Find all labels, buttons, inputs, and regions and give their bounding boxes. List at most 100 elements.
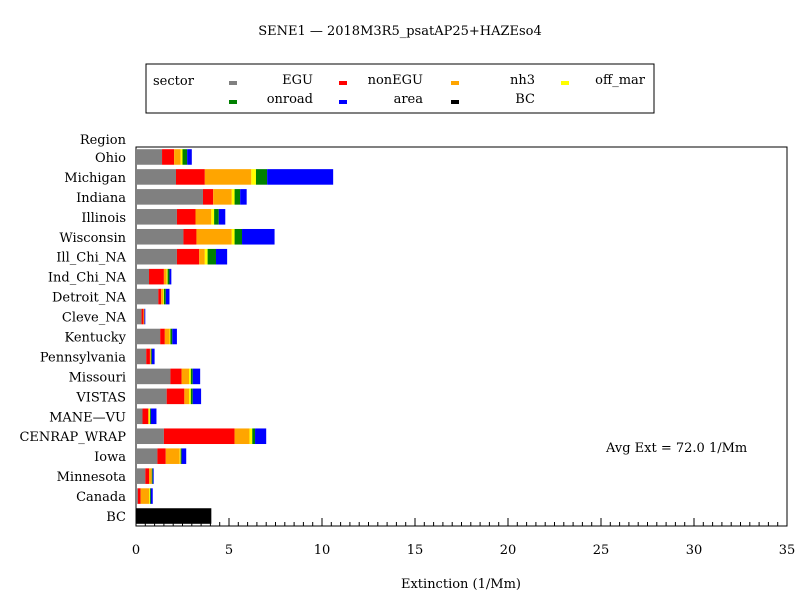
bar-ohio-egu <box>136 149 163 165</box>
bar-missouri-off-mar <box>189 368 191 385</box>
bar-kentucky-nonegu <box>160 328 165 345</box>
bar-vistas-off-mar <box>189 388 191 405</box>
bar-cleve-na-nonegu <box>141 308 144 325</box>
y-axis-label: Region <box>80 133 127 148</box>
bar-iowa-onroad <box>180 448 182 464</box>
bar-cenrap-wrap-area <box>255 428 267 445</box>
bar-missouri-nh3 <box>181 368 190 385</box>
bar-vistas-nonegu <box>166 388 185 405</box>
bar-cleve-na-nh3 <box>143 308 145 325</box>
bar-cenrap-wrap-off-mar <box>249 428 253 445</box>
bar-ill-chi-na-area <box>215 248 228 265</box>
y-tick-label: Minnesota <box>57 470 127 485</box>
bar-minnesota-nh3 <box>149 468 152 484</box>
bar-ill-chi-na-onroad <box>207 248 216 265</box>
bar-iowa-egu <box>136 448 158 464</box>
x-tick-label: 5 <box>225 543 233 558</box>
bar-ind-chi-na-off-mar <box>166 268 168 285</box>
bar-michigan-egu <box>136 169 176 185</box>
bar-kentucky-area <box>172 328 177 345</box>
x-tick-label: 30 <box>686 543 703 558</box>
x-tick-label: 20 <box>500 543 517 558</box>
avg-ext-annotation: Avg Ext = 72.0 1/Mm <box>605 441 747 456</box>
bar-mane-vu-area <box>150 408 157 425</box>
legend-label-off-mar: off_mar <box>595 73 646 88</box>
y-tick-label: Wisconsin <box>59 231 126 246</box>
x-tick-label: 10 <box>314 543 331 558</box>
bar-mane-vu-egu <box>136 408 143 425</box>
y-tick-label: Detroit_NA <box>52 291 127 306</box>
legend-label-nh3: nh3 <box>510 73 535 88</box>
bar-wisconsin-nonegu <box>183 228 197 245</box>
bar-pennsylvania-nonegu <box>146 348 150 365</box>
bar-ohio-nonegu <box>162 149 175 165</box>
bar-vistas-nh3 <box>184 388 190 405</box>
legend-swatch-bc <box>451 100 459 104</box>
bar-illinois-off-mar <box>211 209 215 225</box>
bar-pennsylvania-area <box>151 348 155 365</box>
bar-iowa-area <box>181 448 187 464</box>
bar-mane-vu-nh3 <box>148 408 150 425</box>
y-tick-label: MANE—VU <box>49 410 126 425</box>
bar-vistas-onroad <box>190 388 193 405</box>
y-tick-label: BC <box>106 510 126 525</box>
bar-pennsylvania-egu <box>136 348 147 365</box>
y-tick-label: CENRAP_WRAP <box>19 430 126 445</box>
bar-pennsylvania-nh3 <box>149 348 151 365</box>
bar-cleve-na-egu <box>136 308 142 325</box>
y-tick-label: Missouri <box>69 370 126 385</box>
x-tick-label: 15 <box>407 543 424 558</box>
bar-pennsylvania-onroad <box>150 348 152 365</box>
bar-ill-chi-na-egu <box>136 248 177 265</box>
bar-michigan-nonegu <box>175 169 205 185</box>
y-tick-label: Illinois <box>81 211 126 226</box>
legend-box <box>145 63 655 114</box>
bar-indiana-onroad <box>234 189 241 205</box>
y-tick-label: Kentucky <box>64 331 126 346</box>
bar-indiana-nh3 <box>213 189 232 205</box>
bar-vistas-egu <box>136 388 167 405</box>
bar-cenrap-wrap-onroad <box>252 428 256 445</box>
bar-detroit-na-onroad <box>163 288 166 305</box>
bar-missouri-egu <box>136 368 171 385</box>
bar-canada-nonegu <box>137 488 141 504</box>
bar-detroit-na-egu <box>136 288 159 305</box>
bar-mane-vu-onroad <box>149 408 151 425</box>
bar-detroit-na-area <box>165 288 170 305</box>
legend-label-area: area <box>394 92 424 107</box>
bar-minnesota-nonegu <box>145 468 150 484</box>
bar-ill-chi-na-nh3 <box>199 248 205 265</box>
bar-indiana-nonegu <box>202 189 214 205</box>
x-tick-label: 35 <box>779 543 796 558</box>
bar-indiana-area <box>240 189 247 205</box>
bar-kentucky-nh3 <box>164 328 170 345</box>
bar-missouri-area <box>192 368 201 385</box>
bar-ohio-off-mar <box>180 149 183 165</box>
bar-canada-area <box>150 488 153 504</box>
bar-ohio-nh3 <box>174 149 181 165</box>
bar-michigan-off-mar <box>251 169 256 185</box>
plot-area: Ohio Michigan Indiana Illinois Wisconsin Ill_… <box>19 146 796 558</box>
y-tick-label: Ill_Chi_NA <box>56 251 126 266</box>
y-tick-label: Cleve_NA <box>62 311 127 326</box>
bar-michigan-area <box>267 169 334 185</box>
y-tick-label: Indiana <box>76 191 126 206</box>
bar-ind-chi-na-area <box>169 268 172 285</box>
bar-detroit-na-nonegu <box>158 288 162 305</box>
bar-indiana-egu <box>136 189 203 205</box>
bar-ill-chi-na-nonegu <box>176 248 200 265</box>
legend-label-egu: EGU <box>282 73 313 88</box>
bar-minnesota-egu <box>136 468 146 484</box>
legend-label-bc: BC <box>515 92 535 107</box>
bar-ohio-onroad <box>182 149 188 165</box>
bar-ind-chi-na-nonegu <box>149 268 164 285</box>
x-tick-label: 25 <box>593 543 610 558</box>
bar-illinois-onroad <box>214 209 219 225</box>
bar-illinois-egu <box>136 209 177 225</box>
bar-cenrap-wrap-nh3 <box>234 428 250 445</box>
bar-ind-chi-na-egu <box>136 268 150 285</box>
bar-canada-egu <box>136 488 138 504</box>
bar-kentucky-onroad <box>170 328 173 345</box>
y-tick-label: Iowa <box>94 450 126 465</box>
